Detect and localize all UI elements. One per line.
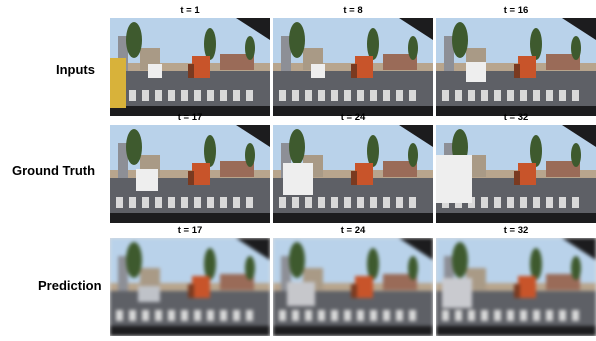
frame-image <box>436 125 596 223</box>
frame-title: t = 32 <box>503 112 529 123</box>
prediction-frame-t24: t = 24 <box>273 225 433 336</box>
prediction-frame-t17: t = 17 <box>110 225 270 336</box>
frame-title: t = 16 <box>503 5 529 16</box>
row-label-inputs: Inputs <box>56 62 95 77</box>
frame-image <box>110 18 270 116</box>
frame-image <box>273 18 433 116</box>
frame-image <box>273 238 433 336</box>
ground-truth-frame-t24: t = 24 <box>273 112 433 223</box>
frame-title: t = 32 <box>503 225 529 236</box>
frame-image <box>273 125 433 223</box>
frame-title: t = 1 <box>180 5 200 16</box>
frame-title: t = 17 <box>177 225 203 236</box>
input-frame-t16: t = 16 <box>436 5 596 116</box>
ground-truth-frame-t32: t = 32 <box>436 112 596 223</box>
input-frame-t8: t = 8 <box>273 5 433 116</box>
frame-title: t = 24 <box>340 112 366 123</box>
frame-title: t = 24 <box>340 225 366 236</box>
input-frame-t1: t = 1 <box>110 5 270 116</box>
frame-image <box>110 125 270 223</box>
row-label-prediction: Prediction <box>38 278 102 293</box>
frame-title: t = 8 <box>343 5 363 16</box>
row-label-ground-truth: Ground Truth <box>12 163 96 178</box>
frame-title: t = 17 <box>177 112 203 123</box>
ground-truth-frame-t17: t = 17 <box>110 112 270 223</box>
frame-image <box>110 238 270 336</box>
frame-image <box>436 238 596 336</box>
frame-image <box>436 18 596 116</box>
prediction-frame-t32: t = 32 <box>436 225 596 336</box>
